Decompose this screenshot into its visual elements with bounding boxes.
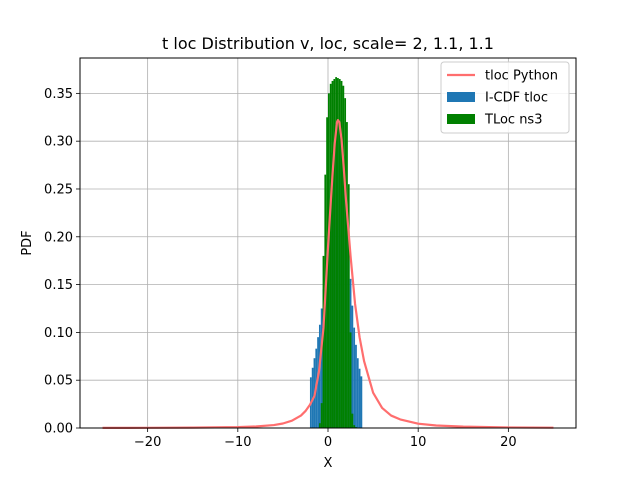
y-axis-ticks: 0.00 0.05 0.10 0.15 0.20 0.25 0.30 0.35 xyxy=(44,87,80,437)
pdf-line xyxy=(102,119,554,429)
histogram-bar xyxy=(320,403,323,428)
x-tick-label: 0 xyxy=(324,435,332,450)
histogram-bar xyxy=(317,337,319,428)
histogram-bar xyxy=(335,77,338,428)
histogram-bar xyxy=(347,184,350,428)
histogram-bar xyxy=(340,80,343,428)
histogram-bar xyxy=(322,255,325,428)
histogram-bar xyxy=(353,425,356,428)
histogram-bar xyxy=(342,85,345,428)
y-tick-label: 0.05 xyxy=(44,374,73,389)
y-tick-label: 0.35 xyxy=(44,87,73,102)
legend-swatch xyxy=(447,114,475,124)
histogram-bar xyxy=(338,79,341,428)
histogram-bar xyxy=(318,423,321,428)
histogram-bar xyxy=(349,332,352,428)
legend-label: tloc Python xyxy=(485,69,558,84)
histogram-bar xyxy=(355,344,357,428)
chart-title: t loc Distribution v, loc, scale= 2, 1.1… xyxy=(162,34,494,53)
histogram-bar xyxy=(344,98,347,429)
y-tick-label: 0.30 xyxy=(44,135,73,150)
histogram-bar xyxy=(329,83,332,428)
y-tick-label: 0.10 xyxy=(44,326,73,341)
histogram-bar xyxy=(318,324,321,428)
histogram-bar xyxy=(356,358,359,428)
histogram-bar xyxy=(328,93,330,428)
x-tick-label: −10 xyxy=(224,435,251,450)
y-axis-label: PDF xyxy=(20,230,35,255)
legend-swatch xyxy=(447,92,475,102)
histogram-bar xyxy=(337,78,339,429)
x-axis-ticks: −20 −10 0 10 20 xyxy=(134,428,517,450)
y-tick-label: 0.25 xyxy=(44,182,73,197)
histogram-bar xyxy=(346,122,348,428)
legend-label: I-CDF tloc xyxy=(485,91,548,106)
histogram-bar xyxy=(351,413,354,428)
y-tick-label: 0.20 xyxy=(44,230,73,245)
histogram-bar xyxy=(351,305,354,428)
y-tick-label: 0.15 xyxy=(44,278,73,293)
x-tick-label: 10 xyxy=(410,435,427,450)
legend-label: TLoc ns3 xyxy=(484,113,542,128)
x-axis-label: X xyxy=(324,456,333,471)
x-tick-label: −20 xyxy=(134,435,161,450)
x-tick-label: 20 xyxy=(500,435,517,450)
histogram-bar xyxy=(320,308,323,428)
histogram-bar xyxy=(358,368,361,428)
histogram-bar xyxy=(333,79,336,428)
legend: tloc Python I-CDF tloc TLoc ns3 xyxy=(440,61,570,134)
y-tick-label: 0.00 xyxy=(44,422,73,437)
histogram-bar xyxy=(353,327,356,428)
pdf-line-layer xyxy=(102,119,554,429)
histogram-bar xyxy=(331,80,334,428)
histogram-bar xyxy=(360,376,363,428)
